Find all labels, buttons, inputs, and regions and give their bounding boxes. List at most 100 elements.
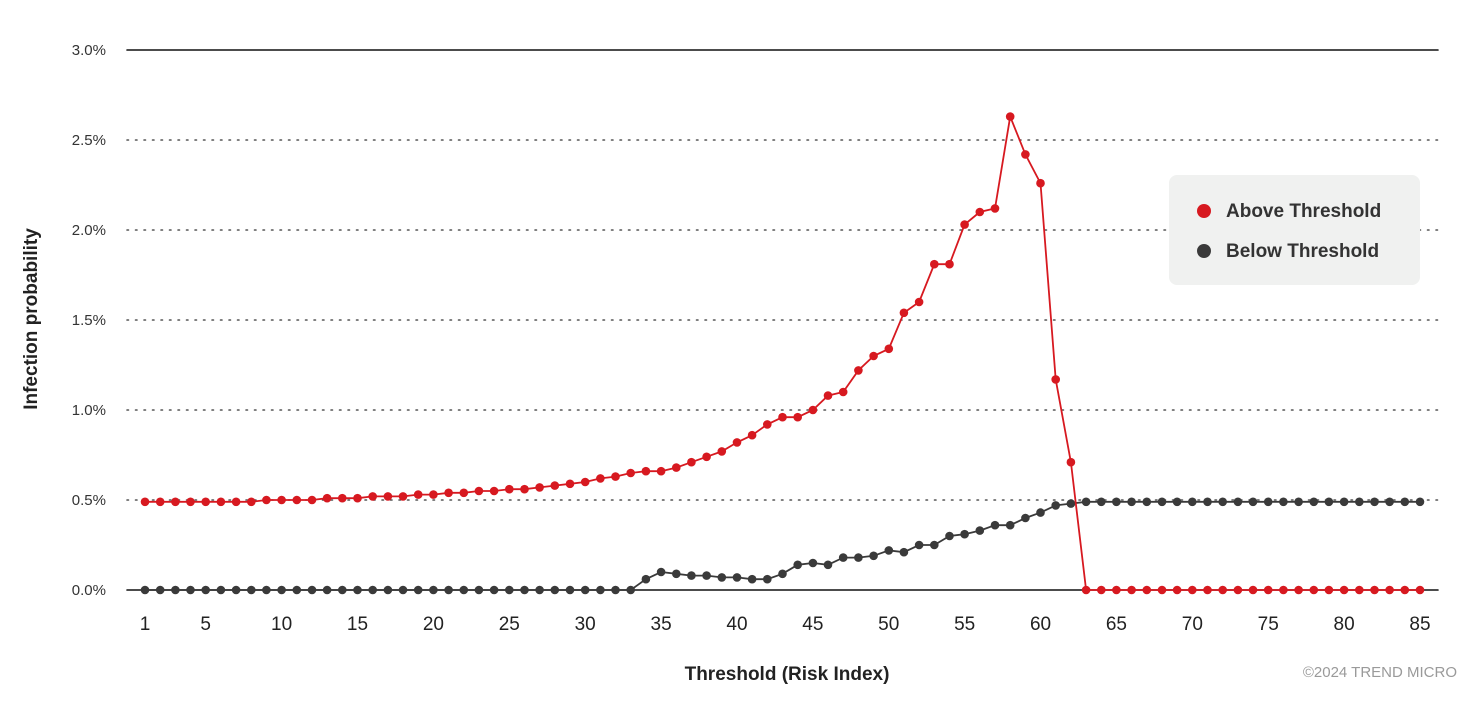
data-point-below-threshold [1066, 499, 1076, 508]
data-point-below-threshold [1203, 497, 1212, 507]
data-point-above-threshold [307, 495, 317, 505]
y-tick-label: 1.0% [72, 402, 106, 419]
legend-background [1169, 175, 1420, 285]
data-point-below-threshold [1248, 497, 1258, 507]
data-point-below-threshold [1218, 497, 1227, 507]
data-point-below-threshold [1385, 497, 1394, 507]
data-point-above-threshold [353, 493, 362, 503]
x-tick-label: 50 [878, 614, 899, 635]
data-point-below-threshold [1097, 497, 1106, 507]
data-point-above-threshold [672, 463, 681, 472]
x-tick-label: 85 [1409, 614, 1430, 635]
x-tick-label: 80 [1334, 614, 1355, 635]
data-point-below-threshold [429, 585, 438, 595]
data-point-below-threshold [641, 574, 651, 584]
series-layer [140, 112, 1425, 595]
data-point-below-threshold [580, 585, 590, 595]
y-tick-label: 1.5% [72, 312, 106, 329]
data-point-above-threshold [717, 447, 727, 456]
data-point-below-threshold [444, 585, 453, 595]
copyright-notice: ©2024 TREND MICRO [1302, 664, 1457, 681]
data-point-above-threshold [1294, 585, 1303, 595]
data-point-above-threshold [474, 486, 484, 496]
data-point-above-threshold [1218, 585, 1227, 595]
data-point-above-threshold [429, 490, 438, 499]
data-point-below-threshold [368, 585, 378, 595]
data-point-below-threshold [990, 520, 1000, 530]
data-point-below-threshold [869, 551, 878, 561]
data-point-above-threshold [687, 457, 696, 467]
data-point-below-threshold [1051, 501, 1060, 510]
data-point-below-threshold [171, 585, 180, 595]
series-above-threshold [140, 112, 1425, 595]
data-point-below-threshold [277, 585, 286, 595]
data-point-below-threshold [1233, 497, 1243, 507]
x-tick-label: 1 [140, 614, 151, 635]
data-point-above-threshold [186, 497, 195, 507]
data-point-below-threshold [1400, 497, 1410, 507]
data-point-above-threshold [580, 477, 590, 487]
data-point-below-threshold [1036, 508, 1045, 517]
data-point-above-threshold [201, 497, 210, 507]
data-point-above-threshold [945, 259, 954, 269]
data-point-above-threshold [1309, 585, 1319, 595]
data-point-above-threshold [520, 484, 529, 494]
data-point-below-threshold [960, 529, 969, 539]
data-point-below-threshold [854, 553, 863, 562]
data-point-above-threshold [155, 497, 165, 507]
x-tick-label: 55 [954, 614, 975, 635]
data-point-above-threshold [368, 492, 378, 501]
data-point-above-threshold [808, 405, 818, 415]
data-point-below-threshold [353, 585, 362, 595]
data-point-above-threshold [1112, 585, 1121, 595]
data-point-below-threshold [763, 574, 772, 584]
y-axis-title: Infection probability [21, 228, 42, 410]
x-tick-label: 45 [802, 614, 823, 635]
data-point-above-threshold [292, 495, 302, 505]
data-point-below-threshold [307, 585, 317, 595]
data-point-below-threshold [930, 540, 939, 550]
data-point-below-threshold [550, 585, 560, 595]
data-point-below-threshold [611, 585, 620, 595]
data-point-below-threshold [808, 558, 818, 568]
data-point-above-threshold [338, 493, 347, 503]
data-point-below-threshold [216, 585, 226, 595]
x-tick-label: 70 [1182, 614, 1203, 635]
data-point-above-threshold [914, 297, 924, 307]
data-point-above-threshold [1248, 585, 1258, 595]
x-tick-label: 10 [271, 614, 292, 635]
data-point-below-threshold [1081, 497, 1091, 507]
legend-label-above-threshold: Above Threshold [1226, 201, 1381, 222]
data-point-below-threshold [656, 567, 666, 577]
data-point-below-threshold [262, 585, 271, 595]
data-point-above-threshold [1339, 585, 1349, 595]
data-point-below-threshold [1142, 497, 1152, 507]
data-point-above-threshold [444, 488, 453, 498]
x-tick-label: 5 [200, 614, 211, 635]
data-point-below-threshold [201, 585, 210, 595]
data-point-above-threshold [763, 420, 772, 429]
x-tick-label: 60 [1030, 614, 1051, 635]
y-tick-label: 2.5% [72, 132, 106, 149]
data-point-above-threshold [1005, 112, 1015, 121]
x-tick-label: 75 [1258, 614, 1279, 635]
series-below-threshold [140, 497, 1425, 595]
x-tick-label: 15 [347, 614, 368, 635]
data-point-above-threshold [550, 481, 560, 490]
data-point-above-threshold [277, 495, 286, 505]
data-point-above-threshold [611, 472, 620, 481]
data-point-below-threshold [975, 526, 985, 535]
data-point-below-threshold [489, 585, 499, 595]
data-point-above-threshold [140, 497, 150, 507]
data-point-below-threshold [1127, 497, 1136, 507]
data-point-above-threshold [216, 497, 226, 507]
y-tick-label: 0.5% [72, 492, 106, 509]
gridlines [126, 49, 1439, 591]
data-point-above-threshold [171, 497, 180, 507]
data-point-below-threshold [413, 585, 423, 595]
data-point-above-threshold [1051, 375, 1060, 384]
data-point-above-threshold [322, 493, 332, 503]
data-point-above-threshold [535, 483, 544, 492]
data-point-below-threshold [1279, 497, 1288, 507]
